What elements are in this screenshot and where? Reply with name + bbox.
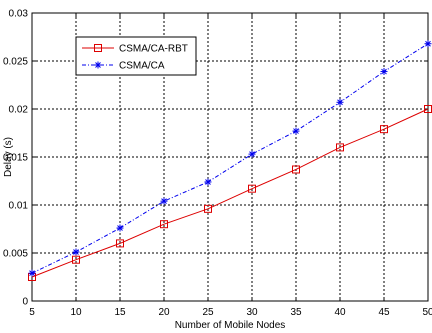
grid-lines bbox=[32, 13, 428, 301]
x-axis-label: Number of Mobile Nodes bbox=[175, 320, 286, 331]
data-point bbox=[204, 178, 212, 186]
x-tick-label: 40 bbox=[334, 307, 346, 318]
data-point bbox=[160, 197, 168, 205]
legend-label: CSMA/CA-RBT bbox=[119, 44, 188, 55]
y-axis-label: Delay (s) bbox=[3, 137, 14, 177]
legend-box bbox=[75, 36, 197, 76]
data-point bbox=[380, 125, 388, 134]
x-tick-label: 50 bbox=[422, 307, 432, 318]
data-point bbox=[160, 220, 168, 229]
x-tick-label: 10 bbox=[70, 307, 82, 318]
x-tick-label: 20 bbox=[158, 307, 170, 318]
x-tick-label: 45 bbox=[378, 307, 390, 318]
series-line bbox=[31, 108, 429, 278]
series-line bbox=[31, 43, 429, 274]
data-point bbox=[424, 40, 432, 48]
data-point bbox=[248, 150, 256, 158]
legend-marker bbox=[94, 61, 102, 69]
x-tick-label: 5 bbox=[29, 307, 35, 318]
y-tick-label: 0.005 bbox=[3, 249, 28, 260]
y-tick-label: 0.015 bbox=[3, 153, 28, 164]
data-point bbox=[72, 255, 80, 264]
y-tick-labels: 0 0.005 0.01 0.015 0.02 0.025 0.03 bbox=[3, 9, 28, 308]
data-point bbox=[336, 98, 344, 106]
y-tick-label: 0.025 bbox=[3, 57, 28, 68]
x-tick-label: 25 bbox=[202, 307, 214, 318]
data-point bbox=[336, 143, 344, 152]
legend-items: CSMA/CA-RBT CSMA/CA bbox=[82, 44, 188, 72]
data-point bbox=[204, 204, 212, 213]
y-tick-label: 0.01 bbox=[9, 201, 29, 212]
data-point bbox=[292, 127, 300, 135]
x-tick-label: 35 bbox=[290, 307, 302, 318]
x-tick-labels: 5 10 15 20 25 30 35 40 45 50 bbox=[29, 307, 432, 318]
y-tick-label: 0.02 bbox=[9, 105, 29, 116]
y-tick-label: 0.03 bbox=[9, 9, 29, 20]
legend-item: CSMA/CA bbox=[82, 61, 165, 72]
data-point bbox=[72, 248, 80, 256]
data-point bbox=[116, 239, 124, 248]
axis-ticks bbox=[31, 12, 429, 302]
legend-marker bbox=[94, 44, 102, 52]
data-point bbox=[28, 269, 36, 277]
data-series bbox=[28, 40, 432, 281]
series-2 bbox=[28, 40, 432, 277]
data-point bbox=[380, 68, 388, 76]
x-tick-label: 30 bbox=[246, 307, 258, 318]
data-point bbox=[248, 184, 256, 193]
legend-label: CSMA/CA bbox=[119, 61, 165, 72]
data-point bbox=[292, 165, 300, 174]
data-point bbox=[116, 224, 124, 232]
y-tick-label: 0 bbox=[22, 297, 28, 308]
x-tick-label: 15 bbox=[114, 307, 126, 318]
legend-item: CSMA/CA-RBT bbox=[82, 44, 188, 55]
legend: CSMA/CA-RBT CSMA/CA bbox=[75, 36, 197, 76]
